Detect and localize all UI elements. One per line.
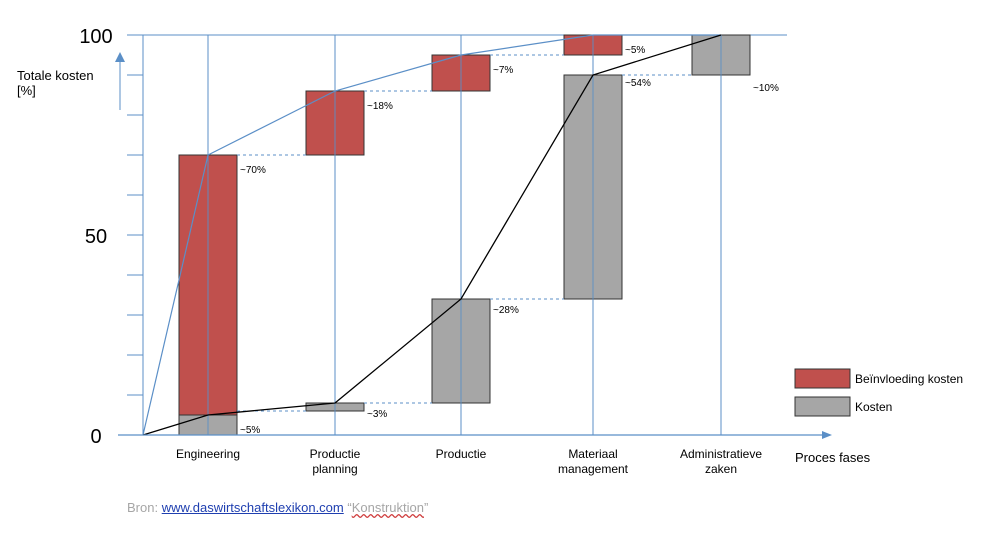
legend-swatch: [794, 396, 851, 417]
x-tick-label: Administratieve zaken: [680, 447, 762, 476]
source-prefix: Bron:: [127, 500, 162, 515]
y-tick-label: 100: [79, 26, 112, 48]
cost-data-label: ~54%: [625, 78, 651, 89]
source-quote-open: “: [343, 500, 352, 515]
cost-cumulative-line: [142, 34, 722, 436]
y-tick-label: 50: [85, 226, 107, 248]
x-axis-arrowhead: [822, 431, 832, 439]
cost-data-label: ~5%: [240, 425, 260, 436]
source-note: Bron: www.daswirtschaftslexikon.com “Kon…: [127, 500, 428, 515]
y-tick-label: 0: [90, 426, 101, 448]
source-title: Konstruktion: [351, 500, 424, 515]
source-link[interactable]: www.daswirtschaftslexikon.com: [161, 500, 344, 515]
x-tick-label: Materiaal management: [558, 447, 629, 476]
legend-label: Beïnvloeding kosten: [855, 372, 963, 386]
cost-data-label: ~28%: [493, 305, 519, 316]
influence-data-label: ~18%: [367, 101, 393, 112]
influence-data-label: ~5%: [625, 45, 645, 56]
source-quote-close: ”: [423, 500, 429, 515]
x-axis-title: Proces fases: [795, 450, 871, 465]
x-tick-label: Productie planning: [310, 447, 361, 476]
legend-swatch: [794, 368, 851, 389]
y-axis-title: Totale kosten [%]: [17, 68, 94, 98]
cost-data-label: ~10%: [753, 83, 779, 94]
cost-data-label: ~3%: [367, 409, 387, 420]
legend-label: Kosten: [855, 400, 892, 414]
influence-data-label: ~7%: [493, 65, 513, 76]
x-tick-label: Productie: [436, 447, 487, 461]
y-axis-arrowhead: [115, 52, 125, 62]
x-tick-label: Engineering: [176, 447, 240, 461]
influence-data-label: ~70%: [240, 165, 266, 176]
influence-cumulative-line: [142, 34, 721, 436]
